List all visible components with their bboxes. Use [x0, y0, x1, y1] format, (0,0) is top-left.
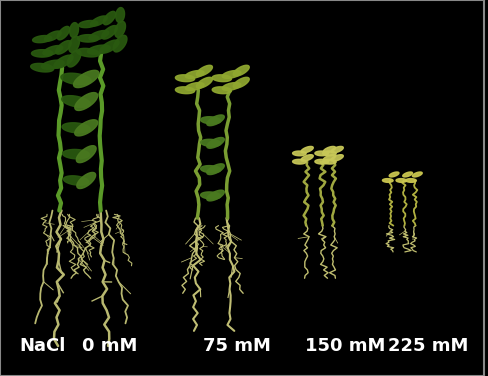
Text: 0 mM: 0 mM — [82, 337, 138, 355]
Polygon shape — [382, 179, 392, 182]
Polygon shape — [87, 45, 110, 54]
Polygon shape — [63, 176, 88, 185]
Polygon shape — [44, 31, 61, 41]
Polygon shape — [103, 11, 115, 25]
Polygon shape — [233, 77, 249, 88]
Polygon shape — [292, 159, 305, 164]
Polygon shape — [323, 155, 335, 161]
Polygon shape — [70, 23, 79, 38]
Polygon shape — [62, 123, 90, 133]
Polygon shape — [116, 8, 124, 23]
Polygon shape — [405, 179, 415, 182]
Polygon shape — [200, 117, 221, 124]
Polygon shape — [206, 190, 224, 201]
Polygon shape — [185, 83, 203, 90]
Polygon shape — [200, 165, 221, 173]
Polygon shape — [175, 75, 194, 82]
Polygon shape — [31, 50, 53, 57]
Polygon shape — [212, 75, 231, 82]
Polygon shape — [330, 146, 343, 153]
Polygon shape — [222, 71, 241, 78]
Polygon shape — [300, 146, 313, 153]
Polygon shape — [61, 96, 90, 108]
Polygon shape — [33, 35, 52, 43]
Polygon shape — [206, 164, 224, 174]
Polygon shape — [113, 35, 127, 52]
Polygon shape — [75, 92, 98, 111]
Polygon shape — [31, 64, 54, 72]
Polygon shape — [102, 26, 117, 39]
Text: 150 mM: 150 mM — [305, 337, 385, 355]
Polygon shape — [100, 40, 119, 53]
Polygon shape — [323, 146, 335, 153]
Polygon shape — [77, 49, 100, 57]
Polygon shape — [61, 73, 91, 85]
Polygon shape — [185, 71, 203, 78]
Polygon shape — [90, 16, 107, 26]
Polygon shape — [411, 172, 421, 177]
Polygon shape — [233, 65, 249, 76]
Polygon shape — [322, 151, 335, 156]
Polygon shape — [206, 115, 224, 126]
Polygon shape — [41, 60, 64, 69]
Polygon shape — [67, 50, 81, 67]
Polygon shape — [175, 87, 194, 94]
Polygon shape — [56, 41, 71, 54]
Polygon shape — [78, 35, 99, 42]
Polygon shape — [206, 138, 224, 148]
Polygon shape — [73, 70, 99, 88]
Polygon shape — [69, 36, 80, 52]
Text: 75 mM: 75 mM — [203, 337, 271, 355]
Polygon shape — [300, 155, 313, 161]
Polygon shape — [200, 192, 221, 199]
Polygon shape — [330, 155, 343, 161]
Polygon shape — [77, 173, 96, 188]
Text: 225 mM: 225 mM — [387, 337, 467, 355]
Text: NaCl: NaCl — [20, 337, 65, 355]
Polygon shape — [57, 26, 69, 40]
Polygon shape — [322, 159, 335, 164]
Polygon shape — [196, 77, 212, 88]
Polygon shape — [75, 120, 98, 136]
Polygon shape — [89, 30, 108, 40]
Polygon shape — [314, 159, 328, 164]
Polygon shape — [79, 20, 98, 28]
Polygon shape — [54, 55, 73, 68]
Polygon shape — [43, 45, 62, 55]
Polygon shape — [200, 139, 221, 147]
Polygon shape — [292, 151, 305, 156]
Polygon shape — [402, 172, 412, 177]
Polygon shape — [395, 179, 406, 182]
Polygon shape — [314, 151, 328, 156]
Polygon shape — [222, 83, 241, 90]
Polygon shape — [62, 149, 89, 159]
Polygon shape — [196, 65, 212, 76]
Polygon shape — [388, 172, 398, 177]
Polygon shape — [76, 146, 96, 163]
Polygon shape — [212, 87, 231, 94]
Polygon shape — [115, 21, 125, 37]
